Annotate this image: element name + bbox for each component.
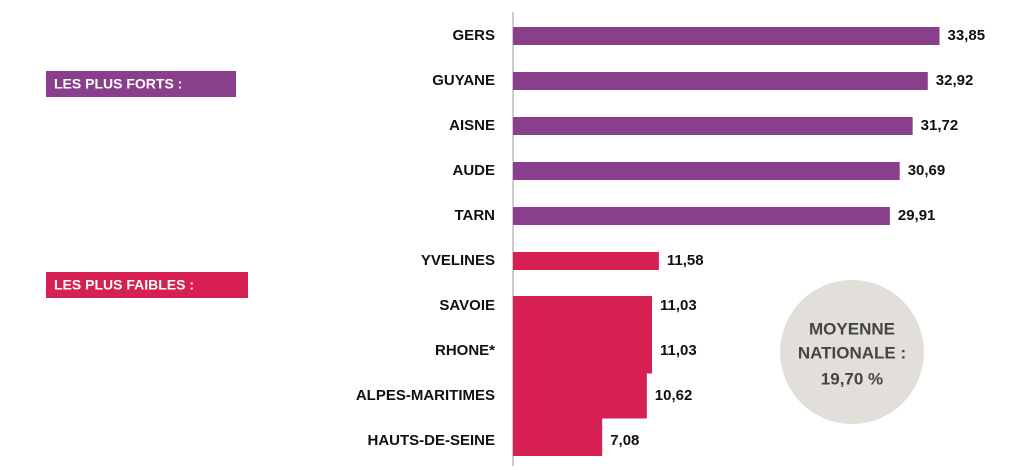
- value-label: 29,91: [898, 207, 936, 224]
- bar: [513, 252, 659, 270]
- category-label: GUYANE: [432, 72, 495, 89]
- category-label: AISNE: [449, 117, 495, 134]
- annotation: NATIONALE :: [798, 343, 906, 362]
- group-label: LES PLUS FAIBLES :: [54, 277, 194, 293]
- bar: [513, 72, 928, 90]
- group-label-box: [46, 272, 248, 298]
- value-label: 10,62: [655, 387, 693, 404]
- value-label: 31,72: [921, 117, 959, 134]
- bar: [513, 296, 652, 329]
- bar: [513, 27, 940, 45]
- value-label: 33,85: [948, 27, 986, 44]
- group-label: LES PLUS FORTS :: [54, 76, 182, 92]
- annotation: 19,70 %: [821, 369, 883, 388]
- average-circle: [780, 280, 924, 424]
- annotation: MOYENNE: [809, 319, 895, 338]
- category-label: YVELINES: [421, 252, 495, 269]
- bar: [513, 117, 913, 135]
- bar: [513, 207, 890, 225]
- value-label: 30,69: [908, 162, 946, 179]
- bar: [513, 162, 900, 180]
- value-label: 32,92: [936, 72, 974, 89]
- value-label: 11,03: [660, 297, 697, 314]
- value-label: 11,03: [660, 342, 697, 359]
- bar: [513, 373, 647, 419]
- category-label: SAVOIE: [439, 297, 495, 314]
- category-label: AUDE: [452, 162, 495, 179]
- bar: [513, 418, 603, 456]
- category-label: GERS: [452, 27, 495, 44]
- category-label: TARN: [454, 207, 495, 224]
- value-label: 7,08: [610, 432, 639, 449]
- category-label: RHONE*: [435, 342, 495, 359]
- category-label: ALPES-MARITIMES: [356, 387, 495, 404]
- value-label: 11,58: [667, 252, 704, 269]
- group-label-box: [46, 71, 236, 97]
- category-label: HAUTS-DE-SEINE: [367, 432, 495, 449]
- bar: [513, 328, 652, 374]
